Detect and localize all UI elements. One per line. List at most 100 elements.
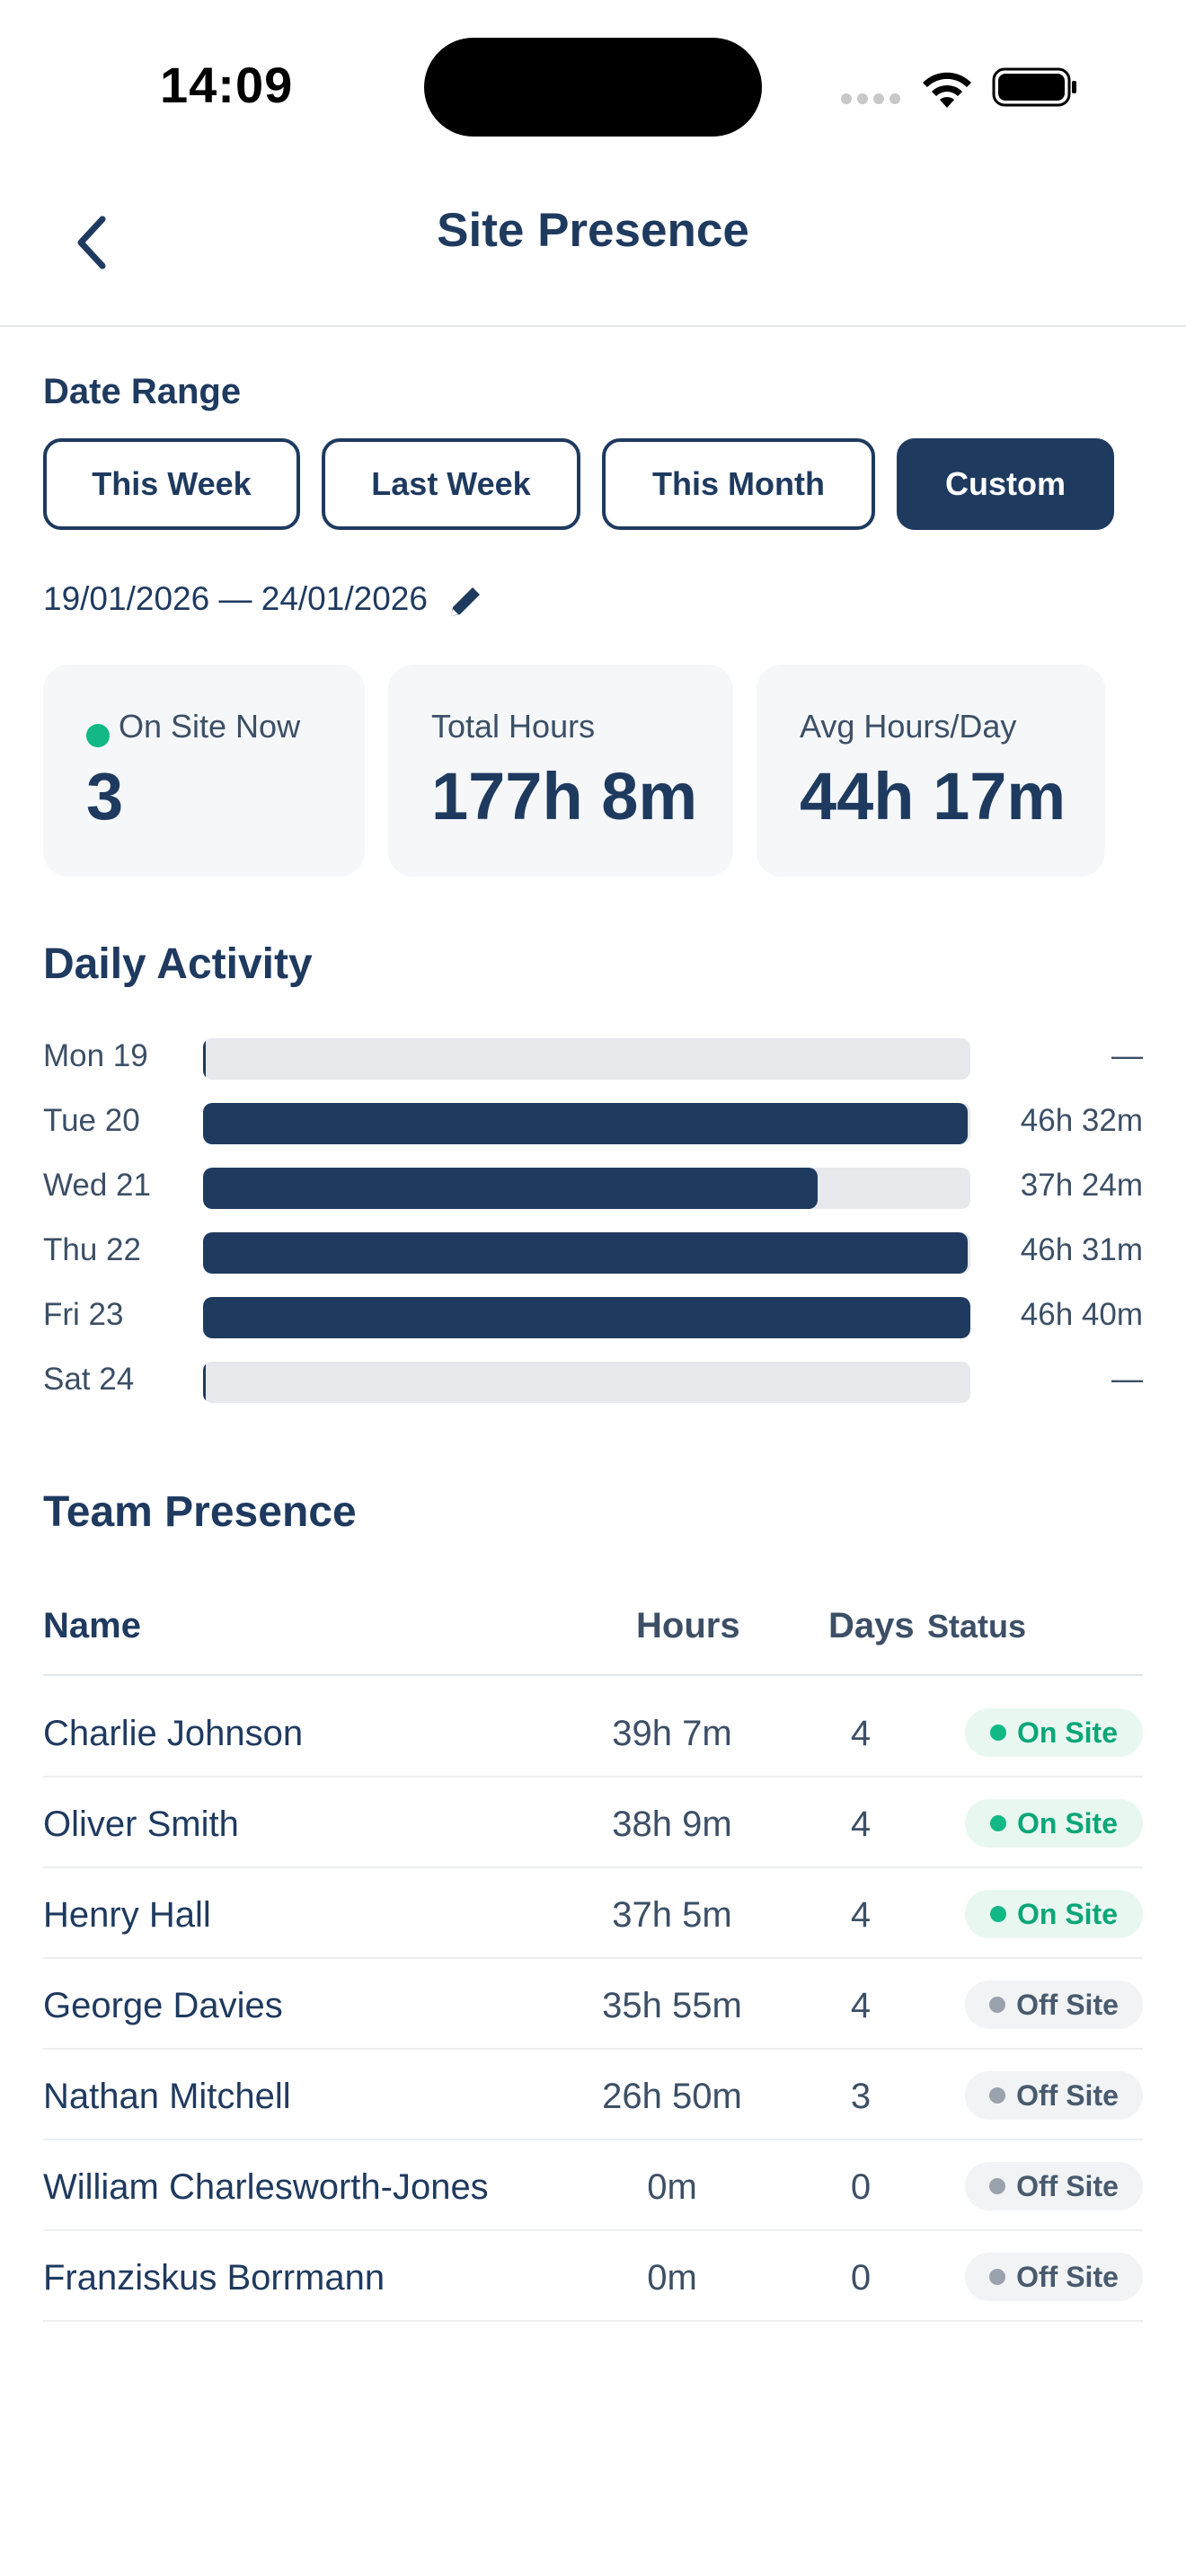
total-hours-value: 177h 8m (431, 759, 698, 834)
custom-date-range[interactable]: 19/01/2026 — 24/01/2026 (43, 580, 428, 617)
member-name: Charlie Johnson (43, 1714, 304, 1753)
total-hours-card: Total Hours 177h 8m (388, 665, 733, 877)
table-row[interactable]: Nathan Mitchell 26h 50m 3 Off Site (43, 2050, 1143, 2140)
avg-hours-value: 44h 17m (800, 759, 1067, 834)
activity-bar-track (203, 1168, 970, 1209)
member-hours: 39h 7m (612, 1714, 732, 1753)
table-row[interactable]: Charlie Johnson 39h 7m 4 On Site (43, 1687, 1143, 1778)
table-row[interactable]: George Davies 35h 55m 4 Off Site (43, 1959, 1143, 2050)
activity-day-label: Wed 21 (43, 1168, 151, 1203)
activity-day-value: 37h 24m (1020, 1168, 1143, 1203)
on-site-indicator-dot (86, 724, 110, 747)
status-text: On Site (1016, 1716, 1118, 1749)
activity-bar-fill (203, 1362, 206, 1403)
column-header-status: Status (927, 1608, 1027, 1645)
range-this-week-button[interactable]: This Week (43, 438, 300, 530)
page-title: Site Presence (437, 204, 749, 257)
member-name: Nathan Mitchell (43, 2077, 291, 2116)
total-hours-label: Total Hours (431, 708, 596, 745)
member-days: 4 (850, 1804, 872, 1844)
member-name: Henry Hall (43, 1895, 211, 1935)
activity-bar-fill (203, 1232, 968, 1274)
battery-icon (992, 67, 1076, 107)
member-name: William Charlesworth-Jones (43, 2167, 489, 2207)
wifi-icon (923, 72, 971, 108)
range-this-month-button[interactable]: This Month (602, 438, 875, 530)
cellular-signal-icon (841, 93, 904, 106)
activity-bar-fill (203, 1103, 969, 1144)
table-row[interactable]: Henry Hall 37h 5m 4 On Site (43, 1868, 1143, 1959)
status-text: Off Site (1016, 2260, 1119, 2293)
member-days: 0 (850, 2167, 872, 2207)
activity-row-thu: Thu 22 46h 31m (0, 1231, 1186, 1275)
member-hours: 0m (647, 2258, 697, 2298)
member-days: 3 (850, 2077, 872, 2116)
member-hours: 37h 5m (612, 1895, 732, 1935)
dynamic-island (424, 38, 762, 137)
on-site-now-label: On Site Now (119, 708, 301, 745)
status-text: On Site (1016, 1897, 1118, 1930)
status-badge: On Site (965, 1799, 1143, 1848)
member-hours: 0m (647, 2167, 697, 2207)
team-presence-title: Team Presence (43, 1488, 357, 1536)
status-dot (989, 1997, 1006, 2013)
member-hours: 38h 9m (612, 1804, 732, 1844)
column-header-hours: Hours (636, 1606, 740, 1645)
range-last-week-button[interactable]: Last Week (322, 438, 580, 530)
status-badge: On Site (965, 1708, 1143, 1757)
avg-hours-card: Avg Hours/Day 44h 17m (757, 665, 1105, 877)
daily-activity-title: Daily Activity (43, 940, 313, 988)
date-range-label: Date Range (43, 372, 242, 411)
status-bar: 14:09 (0, 0, 1186, 162)
status-text: Off Site (1016, 2169, 1119, 2202)
activity-day-label: Sat 24 (43, 1362, 135, 1397)
app-header: Site Presence (0, 162, 1186, 327)
activity-bar-track (203, 1103, 970, 1144)
activity-day-value: 46h 31m (1020, 1232, 1143, 1267)
status-dot (989, 2269, 1006, 2285)
status-badge: Off Site (965, 2071, 1143, 2120)
status-badge: On Site (965, 1890, 1143, 1938)
table-row[interactable]: Oliver Smith 38h 9m 4 On Site (43, 1778, 1143, 1868)
member-hours: 26h 50m (602, 2077, 742, 2116)
status-text: Off Site (1016, 2078, 1119, 2112)
status-dot (989, 2087, 1006, 2104)
activity-row-mon: Mon 19 — (0, 1037, 1186, 1081)
activity-row-tue: Tue 20 46h 32m (0, 1101, 1186, 1146)
avg-hours-label: Avg Hours/Day (800, 708, 1017, 745)
status-dot (989, 1725, 1006, 1741)
activity-bar-track (203, 1297, 970, 1338)
activity-bar-fill (203, 1038, 206, 1080)
status-text: Off Site (1016, 1988, 1119, 2021)
table-row[interactable]: Franziskus Borrmann 0m 0 Off Site (43, 2231, 1143, 2322)
member-name: Franziskus Borrmann (43, 2258, 385, 2298)
column-header-name: Name (43, 1606, 141, 1645)
member-days: 0 (850, 2258, 872, 2298)
status-badge: Off Site (965, 2253, 1143, 2301)
back-button[interactable] (63, 207, 120, 278)
status-badge: Off Site (965, 2162, 1143, 2210)
activity-row-wed: Wed 21 37h 24m (0, 1166, 1186, 1211)
activity-row-fri: Fri 23 46h 40m (0, 1295, 1186, 1340)
table-row[interactable]: William Charlesworth-Jones 0m 0 Off Site (43, 2140, 1143, 2231)
activity-day-label: Fri 23 (43, 1297, 124, 1332)
activity-bar-fill (203, 1168, 819, 1209)
activity-day-label: Mon 19 (43, 1038, 148, 1073)
status-time: 14:09 (160, 57, 294, 113)
activity-day-value: 46h 32m (1020, 1103, 1143, 1138)
column-header-days: Days (828, 1606, 915, 1645)
edit-pencil-icon[interactable] (446, 582, 485, 622)
member-hours: 35h 55m (602, 1986, 742, 2025)
activity-day-value: 46h 40m (1020, 1297, 1143, 1332)
member-name: Oliver Smith (43, 1804, 239, 1844)
activity-day-label: Thu 22 (43, 1232, 141, 1267)
status-badge: Off Site (965, 1981, 1143, 2029)
range-custom-button[interactable]: Custom (897, 438, 1114, 530)
table-header-divider (43, 1674, 1143, 1676)
activity-day-value: — (1111, 1362, 1143, 1397)
activity-row-sat: Sat 24 — (0, 1360, 1186, 1405)
member-days: 4 (850, 1895, 872, 1935)
activity-day-value: — (1111, 1038, 1143, 1073)
back-chevron-icon (77, 216, 106, 269)
member-days: 4 (850, 1986, 872, 2025)
